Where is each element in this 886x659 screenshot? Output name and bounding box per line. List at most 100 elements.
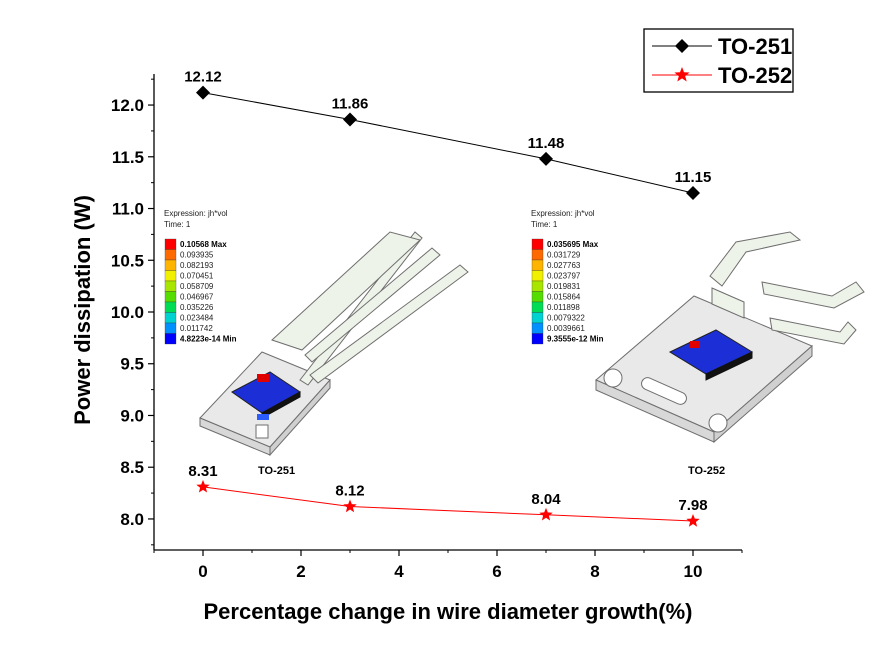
inset-time: Time: 1 bbox=[164, 220, 191, 229]
y-tick-label: 8.5 bbox=[120, 458, 144, 477]
scale-label: 0.023484 bbox=[180, 314, 214, 323]
legend-marker-diamond bbox=[675, 39, 689, 53]
to-252-package-drawing bbox=[595, 231, 865, 444]
x-tick-label: 8 bbox=[590, 562, 599, 581]
scale-label: 0.035695 Max bbox=[547, 240, 599, 249]
scale-swatch bbox=[164, 291, 177, 303]
data-point bbox=[686, 186, 700, 200]
legend-marker-star bbox=[674, 67, 690, 82]
x-tick-label: 4 bbox=[394, 562, 404, 581]
y-tick-label: 9.0 bbox=[120, 406, 144, 425]
series-layer: 12.12 11.86 11.48 11.15 8.31 8.12 8.04 7.98 bbox=[184, 69, 711, 527]
scale-swatch bbox=[531, 280, 544, 292]
data-point bbox=[539, 151, 553, 166]
scale-swatch bbox=[531, 291, 544, 303]
x-tick-label: 10 bbox=[684, 562, 703, 581]
y-tick-label: 11.5 bbox=[112, 148, 144, 167]
data-label: 8.04 bbox=[531, 491, 561, 508]
scale-swatch bbox=[164, 280, 177, 292]
scale-label: 0.093935 bbox=[180, 251, 214, 260]
inset-caption: TO-251 bbox=[258, 465, 295, 477]
scale-swatch bbox=[531, 249, 544, 261]
scale-swatch bbox=[164, 312, 177, 324]
scale-label: 0.011898 bbox=[547, 303, 580, 312]
y-tick-label: 12.0 bbox=[111, 96, 144, 115]
data-point bbox=[343, 499, 357, 513]
scale-label: 4.8223e-14 Min bbox=[180, 335, 237, 344]
data-label: 11.86 bbox=[332, 96, 369, 113]
y-tick-label: 9.5 bbox=[120, 355, 144, 374]
scale-swatch bbox=[531, 312, 544, 324]
scale-label: 0.027763 bbox=[547, 261, 581, 270]
data-label: 7.98 bbox=[678, 497, 707, 514]
legend-box bbox=[643, 28, 794, 93]
scale-swatch bbox=[164, 249, 177, 261]
series-to-252: 8.31 8.12 8.04 7.98 bbox=[188, 463, 708, 527]
scale-swatch bbox=[164, 301, 177, 313]
scale-label: 0.023797 bbox=[547, 272, 581, 281]
data-point bbox=[539, 507, 553, 521]
to-251-package-drawing bbox=[199, 231, 469, 457]
scale-label: 0.058709 bbox=[180, 282, 214, 291]
scale-swatch bbox=[531, 259, 544, 271]
inset-time: Time: 1 bbox=[531, 220, 558, 229]
legend-entry-to-252: TO-252 bbox=[652, 63, 792, 88]
data-label: 12.12 bbox=[184, 69, 222, 86]
inset-to-252: Expression: jh*vol Time: 1 0.035695 Max 0… bbox=[531, 209, 865, 477]
scale-swatch bbox=[164, 333, 177, 345]
scale-swatch bbox=[164, 238, 177, 250]
scale-swatch bbox=[164, 322, 177, 334]
data-label: 11.15 bbox=[675, 169, 712, 186]
data-point bbox=[196, 85, 210, 100]
scale-swatch bbox=[164, 270, 177, 282]
x-axis-ticks: 0 2 4 6 8 10 bbox=[153, 550, 743, 581]
scale-label: 0.10568 Max bbox=[180, 240, 227, 249]
series-to-251: 12.12 11.86 11.48 11.15 bbox=[184, 69, 711, 200]
scale-label: 0.070451 bbox=[180, 272, 214, 281]
scale-label: 0.035226 bbox=[180, 303, 214, 312]
scale-label: 0.0079322 bbox=[547, 314, 585, 323]
x-tick-label: 0 bbox=[198, 562, 207, 581]
legend: TO-251 TO-252 bbox=[643, 28, 794, 93]
data-label: 8.31 bbox=[188, 463, 217, 480]
scale-swatch bbox=[164, 259, 177, 271]
inset-to-251: Expression: jh*vol Time: 1 0.10568 Max0.… bbox=[164, 209, 469, 477]
data-point bbox=[196, 479, 210, 493]
y-tick-label: 8.0 bbox=[120, 510, 144, 529]
scale-swatch bbox=[531, 270, 544, 282]
scale-label: 0.015864 bbox=[547, 293, 581, 302]
scale-label: 0.0039661 bbox=[547, 324, 585, 333]
legend-label: TO-252 bbox=[718, 63, 792, 88]
series-line bbox=[202, 92, 694, 194]
data-label: 8.12 bbox=[335, 483, 364, 500]
scale-swatch bbox=[531, 238, 544, 250]
scale-swatch bbox=[531, 333, 544, 345]
x-axis-title: Percentage change in wire diameter growt… bbox=[203, 599, 692, 624]
y-tick-label: 11.0 bbox=[112, 200, 144, 219]
scale-label: 0.011742 bbox=[180, 324, 213, 333]
inset-caption: TO-252 bbox=[688, 465, 725, 477]
color-scale-legend: 0.035695 Max0.0317290.0277630.0237970.01… bbox=[531, 238, 604, 345]
legend-label: TO-251 bbox=[718, 34, 792, 59]
y-tick-label: 10.5 bbox=[111, 251, 144, 270]
legend-entry-to-251: TO-251 bbox=[652, 34, 792, 59]
series-line bbox=[202, 486, 694, 522]
data-point bbox=[686, 514, 700, 527]
x-tick-label: 2 bbox=[296, 562, 305, 581]
inset-expression: Expression: jh*vol bbox=[164, 209, 228, 218]
data-label: 11.48 bbox=[528, 135, 565, 152]
x-tick-label: 6 bbox=[492, 562, 501, 581]
scale-label: 0.082193 bbox=[180, 261, 214, 270]
inset-expression: Expression: jh*vol bbox=[531, 209, 595, 218]
y-axis-title: Power dissipation (W) bbox=[70, 195, 95, 425]
scale-swatch bbox=[531, 322, 544, 334]
scale-label: 0.019831 bbox=[547, 282, 581, 291]
scale-swatch bbox=[531, 301, 544, 313]
scale-label: 0.031729 bbox=[547, 251, 581, 260]
data-point bbox=[343, 112, 357, 127]
scale-label: 9.3555e-12 Min bbox=[547, 335, 604, 344]
scale-label: 0.046967 bbox=[180, 293, 214, 302]
y-tick-label: 10.0 bbox=[111, 303, 144, 322]
